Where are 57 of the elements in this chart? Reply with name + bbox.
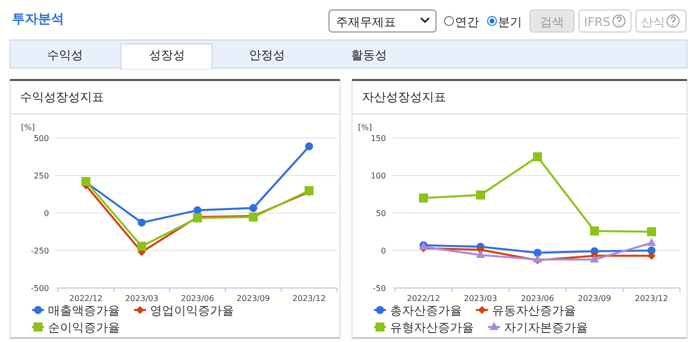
point <box>305 142 314 150</box>
y-tick-label: -250 <box>30 246 49 256</box>
text: 주재무제표 <box>336 15 396 29</box>
text: IFRS <box>584 15 610 29</box>
point <box>647 227 656 236</box>
point <box>647 238 656 246</box>
legend-label: 순이익증가율 <box>48 320 120 334</box>
x-tick-label: 2022/12 <box>69 294 103 303</box>
y-tick-label: -50 <box>372 284 386 293</box>
point <box>534 248 542 257</box>
text: 분기 <box>498 15 522 29</box>
legend-label: 유형자산증가율 <box>390 320 474 334</box>
y-tick-label: 0 <box>44 209 49 218</box>
x-tick-label: 2023/12 <box>634 294 668 303</box>
chart-title: 자산성장성지표 <box>362 90 446 104</box>
y-axis-title: [%] <box>358 123 372 132</box>
point <box>533 152 542 162</box>
y-tick-label: -500 <box>30 284 49 293</box>
x-tick-label: 2023/06 <box>180 294 214 303</box>
point <box>138 218 146 227</box>
text: 안정성 <box>249 48 285 62</box>
x-tick-label: 2023/09 <box>578 294 612 303</box>
y-tick-label: 150 <box>370 134 386 143</box>
text: 투자분석 <box>12 12 64 27</box>
text: 연간 <box>455 15 479 29</box>
y-tick-label: 250 <box>34 172 49 180</box>
point <box>476 190 485 200</box>
x-tick-label: 2023/06 <box>520 294 554 303</box>
x-tick-label: 2022/12 <box>406 294 440 303</box>
x-tick-label: 2023/03 <box>125 294 158 303</box>
point <box>590 254 599 262</box>
legend-label: 총자산증가율 <box>390 304 462 318</box>
y-tick-label: 0 <box>380 246 386 256</box>
text: 활동성 <box>351 48 387 62</box>
x-tick-label: 2023/03 <box>464 294 498 303</box>
point <box>249 204 258 212</box>
point <box>590 226 599 236</box>
y-tick-label: 50 <box>376 209 386 218</box>
y-axis-title: [%] <box>21 123 35 132</box>
legend-label: 자기자본증가율 <box>504 320 588 334</box>
legend-label: 영업이익증가율 <box>150 304 234 318</box>
point <box>419 194 428 202</box>
x-tick-label: 2023/09 <box>236 294 270 303</box>
text: 성장성 <box>149 48 185 62</box>
text: 수익성 <box>47 48 83 62</box>
legend-label: 매출액증가율 <box>48 304 120 318</box>
y-tick-label: 100 <box>370 172 386 180</box>
y-tick-label: 500 <box>34 134 49 143</box>
legend-label: 유동자산증가율 <box>492 304 576 318</box>
point <box>476 250 485 258</box>
point <box>648 252 656 260</box>
chart-title: 수익성장성지표 <box>20 90 104 104</box>
point <box>137 242 146 251</box>
text: 검색 <box>540 15 564 29</box>
text: 산식 <box>641 15 665 29</box>
x-tick-label: 2023/12 <box>292 294 326 303</box>
point <box>194 206 202 214</box>
